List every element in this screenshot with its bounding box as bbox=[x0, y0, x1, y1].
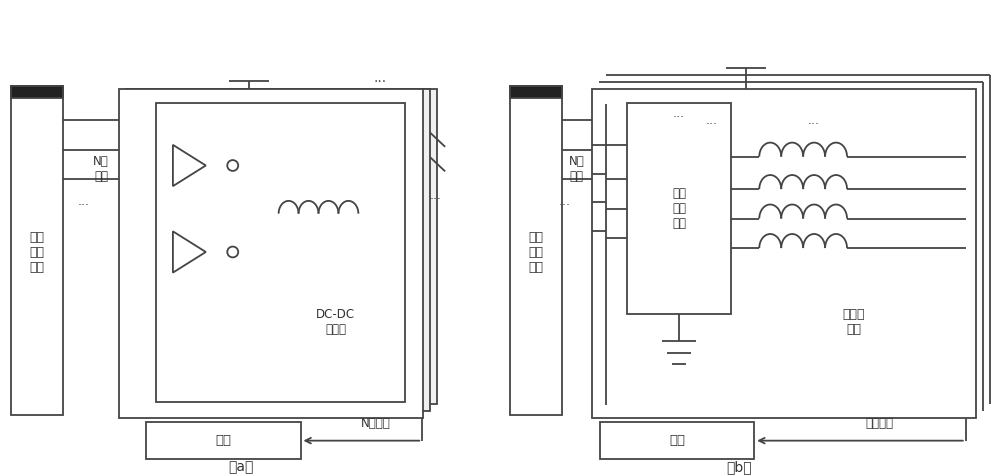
Text: ...: ... bbox=[559, 195, 571, 208]
Bar bbox=[119, 89, 423, 418]
Bar bbox=[592, 89, 976, 418]
Bar bbox=[627, 103, 731, 314]
Bar bbox=[126, 89, 430, 411]
Text: DC-DC
变换器: DC-DC 变换器 bbox=[316, 308, 355, 336]
Text: ...: ... bbox=[77, 195, 89, 208]
Bar bbox=[133, 89, 437, 404]
Text: 电平
转换
模块: 电平 转换 模块 bbox=[672, 187, 686, 230]
Bar bbox=[11, 86, 63, 98]
Text: N路
控制: N路 控制 bbox=[93, 156, 109, 183]
Bar bbox=[156, 103, 405, 402]
Text: （a）: （a） bbox=[228, 460, 253, 474]
Text: 负载: 负载 bbox=[669, 434, 685, 447]
Bar bbox=[600, 422, 754, 459]
Polygon shape bbox=[173, 231, 206, 273]
Text: ...: ... bbox=[705, 114, 717, 127]
Bar bbox=[146, 422, 301, 459]
Text: 数字
控制
模块: 数字 控制 模块 bbox=[30, 231, 45, 275]
Text: 多电平
输出: 多电平 输出 bbox=[843, 308, 865, 336]
Text: ...: ... bbox=[807, 114, 819, 127]
Bar bbox=[510, 86, 562, 415]
Text: 单路输出: 单路输出 bbox=[865, 417, 893, 430]
Text: 数字
控制
模块: 数字 控制 模块 bbox=[528, 231, 543, 275]
Text: 负载: 负载 bbox=[215, 434, 231, 447]
Bar bbox=[11, 86, 63, 415]
Polygon shape bbox=[173, 145, 206, 186]
Circle shape bbox=[227, 247, 238, 258]
Text: （b）: （b） bbox=[727, 460, 752, 474]
Text: ...: ... bbox=[429, 189, 441, 202]
Circle shape bbox=[227, 160, 238, 171]
Bar bbox=[510, 86, 562, 98]
Text: N阶
控制: N阶 控制 bbox=[569, 156, 585, 183]
Text: ...: ... bbox=[673, 107, 685, 120]
Text: N路输出: N路输出 bbox=[360, 417, 390, 430]
Text: ...: ... bbox=[374, 71, 387, 85]
